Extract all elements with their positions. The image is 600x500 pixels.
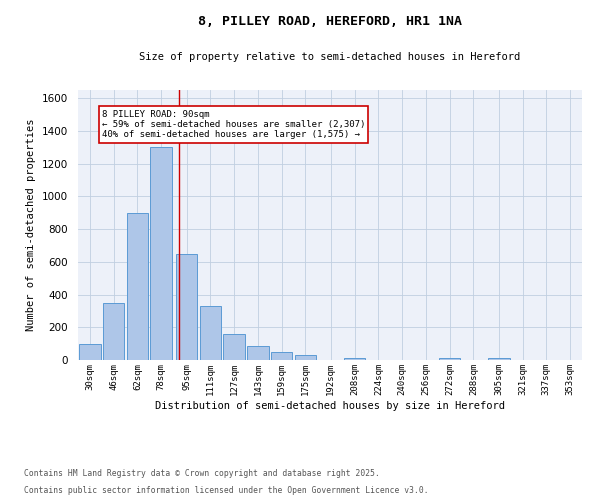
Text: Size of property relative to semi-detached houses in Hereford: Size of property relative to semi-detach… <box>139 52 521 62</box>
Bar <box>439 358 460 360</box>
Y-axis label: Number of semi-detached properties: Number of semi-detached properties <box>26 118 37 331</box>
Bar <box>127 212 148 360</box>
Text: Contains HM Land Registry data © Crown copyright and database right 2025.: Contains HM Land Registry data © Crown c… <box>24 468 380 477</box>
X-axis label: Distribution of semi-detached houses by size in Hereford: Distribution of semi-detached houses by … <box>155 400 505 410</box>
Text: 8, PILLEY ROAD, HEREFORD, HR1 1NA: 8, PILLEY ROAD, HEREFORD, HR1 1NA <box>198 15 462 28</box>
Bar <box>223 334 245 360</box>
Text: 8 PILLEY ROAD: 90sqm
← 59% of semi-detached houses are smaller (2,307)
40% of se: 8 PILLEY ROAD: 90sqm ← 59% of semi-detac… <box>102 110 365 140</box>
Bar <box>344 358 365 360</box>
Text: Contains public sector information licensed under the Open Government Licence v3: Contains public sector information licen… <box>24 486 428 495</box>
Bar <box>247 346 269 360</box>
Bar <box>151 148 172 360</box>
Bar <box>200 306 221 360</box>
Bar <box>79 344 101 360</box>
Bar <box>271 352 292 360</box>
Bar <box>176 254 197 360</box>
Bar <box>488 358 509 360</box>
Bar <box>103 302 124 360</box>
Bar <box>295 355 316 360</box>
